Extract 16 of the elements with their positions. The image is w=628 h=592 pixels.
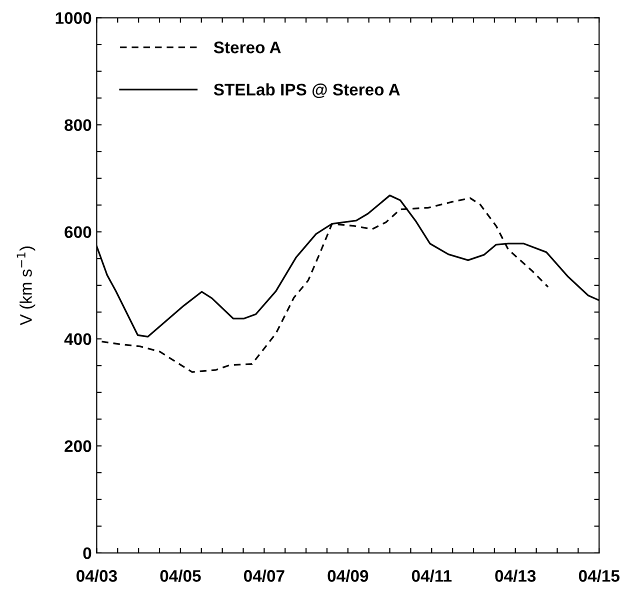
y-tick-label: 400	[64, 333, 92, 346]
x-tick-label: 04/07	[244, 570, 284, 582]
x-tick-label: 04/15	[578, 570, 620, 582]
y-tick-label: 1000	[56, 12, 92, 24]
x-tick-label: 04/09	[328, 570, 368, 582]
y-tick-label: 600	[64, 226, 92, 238]
x-tick-label: 04/03	[76, 570, 117, 582]
y-tick-label: 200	[64, 440, 92, 452]
legend-label: Stereo A	[214, 42, 281, 54]
y-tick-label: 0	[83, 547, 92, 560]
x-tick-label: 04/11	[412, 570, 452, 582]
y-tick-label: 800	[64, 119, 92, 131]
x-tick-label: 04/13	[495, 570, 536, 582]
legend-label: STELab IPS @ Stereo A	[214, 83, 400, 98]
y-axis-title: V (km s$^{−1}$)	[16, 246, 36, 326]
x-tick-label: 04/05	[160, 570, 201, 582]
